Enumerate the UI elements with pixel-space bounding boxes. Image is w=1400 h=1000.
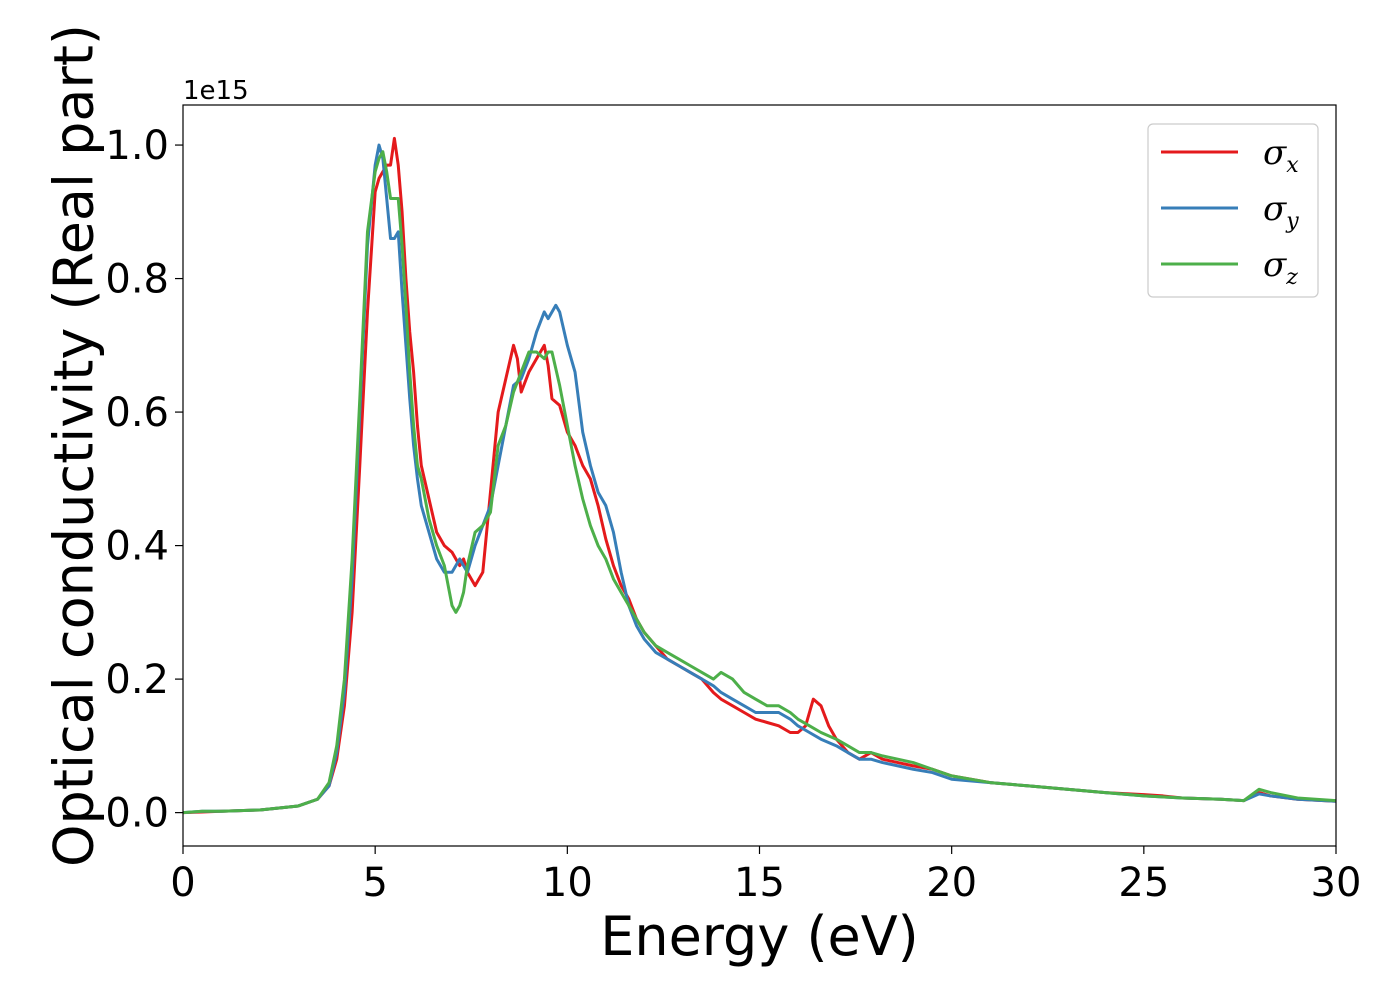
y-tick-label: 0.4 [105, 524, 169, 570]
y-axis-label: Optical conductivity (Real part) [43, 24, 106, 867]
series-layer [183, 136, 1336, 815]
x-tick-label: 0 [170, 860, 195, 906]
legend: σx σy σz [1147, 123, 1319, 298]
y-offset-label: 1e15 [183, 76, 249, 106]
y-tick-label: 0.0 [105, 791, 169, 837]
y-tick-label: 0.8 [105, 257, 169, 303]
series-line-z [183, 150, 1336, 815]
x-tick-label: 15 [734, 860, 785, 906]
x-tick-label: 25 [1118, 860, 1169, 906]
legend-box [1147, 123, 1319, 298]
x-tick-label: 5 [362, 860, 387, 906]
x-tick-label: 30 [1311, 860, 1362, 906]
x-tick-label: 20 [926, 860, 977, 906]
x-tick-label: 10 [542, 860, 593, 906]
y-tick-label: 0.6 [105, 390, 169, 436]
legend-label-y: σy [1263, 189, 1299, 234]
y-tick-label: 1.0 [105, 123, 169, 169]
legend-label-z: σz [1263, 245, 1298, 290]
legend-label-x: σx [1263, 133, 1299, 178]
series-line-x [183, 136, 1336, 815]
y-tick-label: 0.2 [105, 657, 169, 703]
x-axis-label: Energy (eV) [600, 905, 919, 968]
y-axis: 0.0 0.2 0.4 0.6 0.8 1.0 [105, 123, 183, 837]
series-line-y [183, 143, 1336, 815]
x-axis: 0 5 10 15 20 25 30 [170, 846, 1361, 906]
